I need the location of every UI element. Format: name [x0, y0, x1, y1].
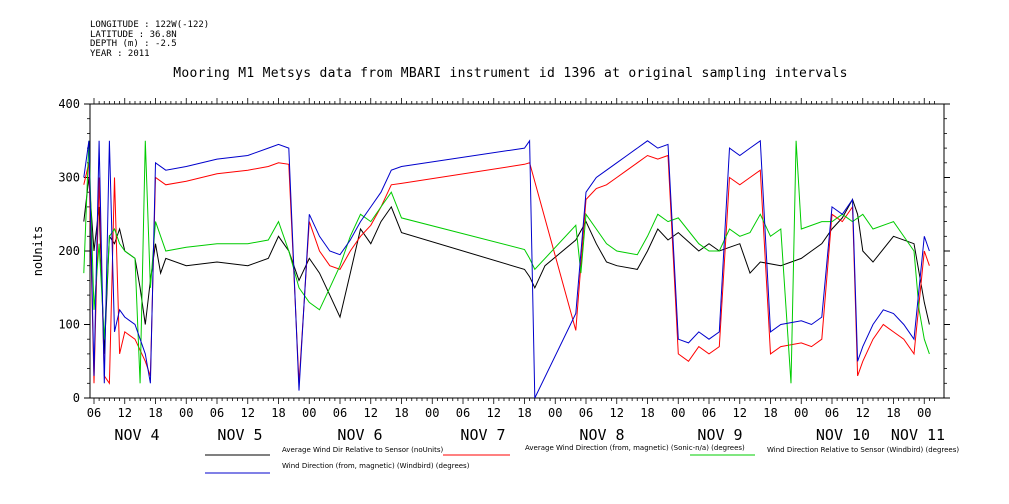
x-hour-label: 12	[733, 406, 747, 420]
x-hour-label: 00	[671, 406, 685, 420]
y-tick-label: 300	[58, 171, 80, 185]
x-hour-label: 06	[87, 406, 101, 420]
x-hour-label: 12	[241, 406, 255, 420]
y-tick-label: 400	[58, 97, 80, 111]
legend-label-2: Average Wind Direction (from, magnetic) …	[525, 444, 745, 452]
series-line-1	[83, 177, 930, 354]
x-day-label: NOV 10	[816, 426, 870, 444]
x-hour-label: 06	[210, 406, 224, 420]
legend-label-4: Wind Direction (from, magnetic) (Windbir…	[282, 462, 470, 470]
y-tick-label: 0	[73, 391, 80, 405]
x-day-label: NOV 8	[579, 426, 624, 444]
x-day-label: NOV 11	[891, 426, 945, 444]
x-hour-label: 18	[517, 406, 531, 420]
y-axis-label: noUnits	[31, 226, 45, 277]
x-hour-label: 06	[579, 406, 593, 420]
x-day-label: NOV 9	[697, 426, 742, 444]
x-hour-label: 18	[271, 406, 285, 420]
chart-title: Mooring M1 Metsys data from MBARI instru…	[173, 66, 848, 81]
x-hour-label: 12	[487, 406, 501, 420]
x-hour-label: 12	[610, 406, 624, 420]
x-day-label: NOV 4	[114, 426, 159, 444]
series-line-3	[83, 140, 930, 384]
x-hour-label: 18	[640, 406, 654, 420]
x-day-label: NOV 7	[460, 426, 505, 444]
dataset-metadata: LONGITUDE : 122W(-122) LATITUDE : 36.8N …	[90, 20, 210, 59]
plot-frame	[89, 103, 945, 399]
legend-label-3: Wind Direction Relative to Sensor (Windb…	[767, 446, 959, 454]
x-hour-label: 06	[825, 406, 839, 420]
x-hour-label: 00	[794, 406, 808, 420]
x-day-label: NOV 6	[337, 426, 382, 444]
x-hour-label: 18	[394, 406, 408, 420]
x-hour-label: 12	[118, 406, 132, 420]
meta-depth: DEPTH (m) : -2.5	[90, 39, 177, 49]
x-hour-label: 18	[763, 406, 777, 420]
x-hour-label: 00	[548, 406, 562, 420]
meta-longitude: LONGITUDE : 122W(-122)	[90, 20, 210, 30]
x-day-label: NOV 5	[217, 426, 262, 444]
y-tick-label: 200	[58, 244, 80, 258]
x-hour-label: 06	[702, 406, 716, 420]
x-hour-label: 12	[856, 406, 870, 420]
x-hour-label: 00	[917, 406, 931, 420]
x-hour-label: 12	[364, 406, 378, 420]
meta-year: YEAR : 2011	[90, 48, 150, 59]
series-line-2	[83, 154, 930, 385]
meta-latitude: LATITUDE : 36.8N	[90, 29, 177, 40]
series-line-4	[83, 139, 930, 399]
x-hour-label: 00	[179, 406, 193, 420]
x-hour-label: 00	[425, 406, 439, 420]
legend-label-1: Average Wind Dir Relative to Sensor (noU…	[282, 446, 443, 454]
y-tick-label: 100	[58, 318, 80, 332]
x-hour-label: 00	[302, 406, 316, 420]
x-hour-label: 18	[148, 406, 162, 420]
x-hour-label: 06	[456, 406, 470, 420]
x-hour-label: 06	[333, 406, 347, 420]
x-hour-label: 18	[886, 406, 900, 420]
